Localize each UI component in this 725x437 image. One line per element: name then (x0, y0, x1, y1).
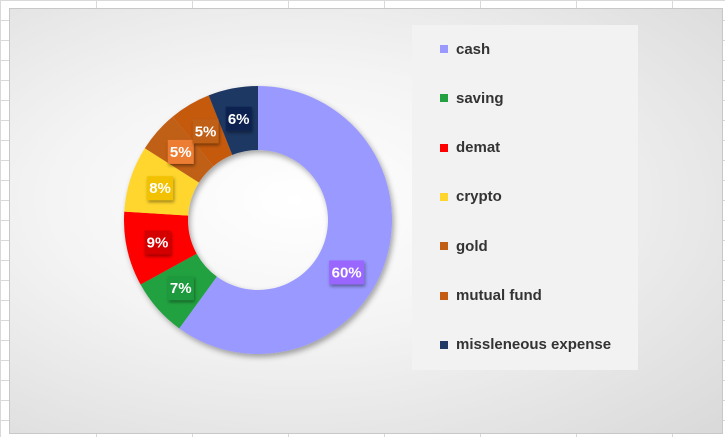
data-label-text: 7% (170, 280, 192, 297)
chart-area[interactable]: 60% 7% 9% 8% 5% 5% 6% cash saving demat crypto gol… (9, 8, 723, 434)
legend-swatch (440, 242, 448, 250)
data-label-text: 5% (195, 123, 217, 140)
legend-swatch (440, 292, 448, 300)
legend-item-gold[interactable]: gold (440, 236, 488, 256)
legend-item-mutual-fund[interactable]: mutual fund (440, 286, 542, 306)
legend-item-saving[interactable]: saving (440, 88, 504, 108)
legend-item-crypto[interactable]: crypto (440, 187, 502, 207)
legend-swatch (440, 45, 448, 53)
data-label-text: 6% (228, 111, 250, 128)
data-label-saving: 7% (168, 276, 194, 300)
legend-swatch (440, 341, 448, 349)
legend-label: gold (456, 238, 488, 255)
legend-swatch (440, 94, 448, 102)
legend-item-missleneous-expense[interactable]: missleneous expense (440, 335, 611, 355)
data-label-mutual-fund: 5% (193, 119, 219, 143)
legend-swatch (440, 144, 448, 152)
data-label-gold: 5% (168, 140, 194, 164)
legend-label: cash (456, 41, 490, 58)
data-label-crypto: 8% (147, 176, 173, 200)
legend-swatch (440, 193, 448, 201)
data-label-text: 60% (332, 264, 362, 281)
data-label-cash: 60% (329, 260, 364, 284)
legend-item-cash[interactable]: cash (440, 39, 490, 59)
doughnut-slices (124, 86, 392, 354)
legend-label: crypto (456, 188, 502, 205)
legend-label: mutual fund (456, 287, 542, 304)
data-label-missleneous-expense: 6% (226, 107, 252, 131)
data-label-text: 9% (147, 234, 169, 251)
legend-label: saving (456, 90, 504, 107)
data-label-text: 5% (170, 144, 192, 161)
legend-label: demat (456, 139, 500, 156)
legend[interactable]: cash saving demat crypto gold mutual fund miss… (412, 25, 638, 370)
legend-label: missleneous expense (456, 336, 611, 353)
data-label-demat: 9% (144, 230, 170, 254)
legend-item-demat[interactable]: demat (440, 138, 500, 158)
data-label-text: 8% (149, 180, 171, 197)
